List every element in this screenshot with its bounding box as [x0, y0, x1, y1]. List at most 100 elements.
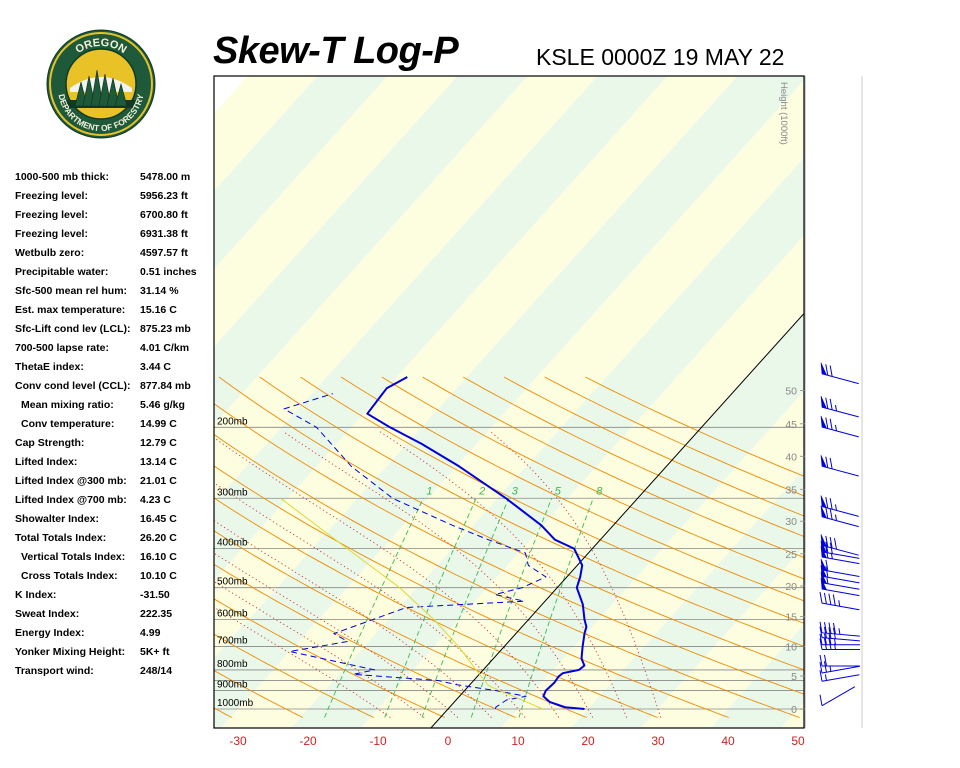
index-row: Vertical Totals Index: 16.10 C [15, 548, 215, 567]
mixing-ratio-label: 8 [596, 485, 603, 497]
index-value: 4.99 [140, 627, 161, 639]
index-label: Freezing level: [15, 209, 88, 221]
oregon-department-of-forestry-logo: OREGON DEPARTMENT OF FORESTRY [46, 29, 156, 139]
temperature-trace [366, 376, 588, 710]
moist-adiabat [379, 431, 628, 718]
temperature-tick-label: 40 [721, 734, 735, 748]
dry-adiabat [214, 563, 516, 718]
height-tick-label: 0 [791, 704, 797, 716]
index-value: 248/14 [140, 665, 173, 677]
index-row: Cross Totals Index: 10.10 C [15, 567, 215, 586]
index-row: Conv cond level (CCL): 877.84 mb [15, 377, 215, 396]
index-value: 16.10 C [140, 551, 177, 563]
index-label: Conv cond level (CCL): [15, 380, 131, 392]
wind-barb [819, 654, 861, 667]
index-label: Precipitable water: [15, 266, 109, 278]
dry-adiabat [218, 376, 804, 671]
wind-barb [820, 395, 859, 418]
moist-adiabat [214, 606, 391, 718]
height-tick-label: 25 [785, 549, 797, 561]
height-tick-label: 15 [785, 612, 797, 624]
index-value: 6931.38 ft [140, 228, 188, 240]
temperature-band [710, 624, 804, 728]
pressure-label: 300mb [217, 487, 248, 498]
sounding-indices-panel: 1000-500 mb thick: 5478.00 m Freezing leve… [15, 168, 215, 681]
wind-barb [819, 670, 860, 682]
dry-adiabat [300, 376, 804, 624]
temperature-tick-label: -10 [369, 734, 387, 748]
station-and-time: KSLE 0000Z 19 MAY 22 [536, 44, 785, 70]
height-tick-label: 20 [785, 581, 797, 593]
wind-barb [820, 505, 859, 528]
freezing-isotherm [430, 312, 804, 728]
index-label: Conv temperature: [21, 418, 115, 430]
index-label: Mean mixing ratio: [21, 399, 114, 411]
dry-adiabat [462, 376, 804, 537]
index-row: Wetbulb zero: 4597.57 ft [15, 244, 215, 263]
temperature-tick-label: -30 [229, 734, 247, 748]
index-row: Sfc-500 mean rel hum: 31.14 % [15, 282, 215, 301]
index-label: Lifted Index @700 mb: [15, 494, 127, 506]
wind-barb [820, 534, 859, 556]
index-row: Freezing level: 6700.80 ft [15, 206, 215, 225]
temperature-band [780, 702, 804, 728]
index-label: Transport wind: [15, 665, 94, 677]
temperature-band [851, 76, 960, 728]
dry-adiabat [340, 376, 804, 602]
sounding-traces [280, 376, 588, 710]
index-label: Total Totals Index: [15, 532, 107, 544]
wind-barb [820, 362, 859, 385]
index-row: Yonker Mixing Height: 5K+ ft [15, 643, 215, 662]
index-row: Lifted Index: 13.14 C [15, 453, 215, 472]
index-value: 222.35 [140, 608, 173, 620]
index-label: Sfc-Lift cond lev (LCL): [15, 323, 131, 335]
dewpoint-trace [283, 393, 547, 710]
wind-barb [819, 633, 861, 646]
height-axis-label: Height (1000ft) [778, 82, 789, 145]
index-row: ThetaE index: 3.44 C [15, 358, 215, 377]
temperature-bands [214, 76, 960, 728]
index-row: Freezing level: 5956.23 ft [15, 187, 215, 206]
temperature-tick-label: 30 [651, 734, 665, 748]
index-row: 1000-500 mb thick: 5478.00 m [15, 168, 215, 187]
dry-adiabat [381, 376, 804, 580]
logo-top-text: OREGON [73, 37, 128, 56]
index-value: 16.45 C [140, 513, 177, 525]
index-label: Yonker Mixing Height: [15, 646, 126, 658]
dry-adiabat [214, 530, 587, 718]
dry-adiabat [214, 433, 800, 718]
index-value: 15.16 C [140, 304, 177, 316]
index-value: 12.79 C [140, 437, 177, 449]
index-value: 4.23 C [140, 494, 171, 506]
wind-barbs [819, 362, 861, 707]
index-row: 700-500 lapse rate: 4.01 C/km [15, 339, 215, 358]
index-row: Lifted Index @700 mb: 4.23 C [15, 491, 215, 510]
moist-adiabat [283, 431, 594, 718]
temperature-band [360, 235, 804, 728]
index-value: 13.14 C [140, 456, 177, 468]
index-value: 14.99 C [140, 418, 177, 430]
index-value: 21.01 C [140, 475, 177, 487]
temperature-tick-label: 10 [511, 734, 525, 748]
temperature-tick-label: 0 [445, 734, 452, 748]
index-label: Vertical Totals Index: [21, 551, 126, 563]
height-tick-label: 45 [785, 419, 797, 431]
index-row: Conv temperature: 14.99 C [15, 415, 215, 434]
wind-barb [820, 577, 860, 597]
wind-barb [820, 415, 859, 438]
mixing-ratio-label: 3 [512, 485, 519, 497]
mixing-ratio-line [518, 498, 594, 718]
index-row: Lifted Index @300 mb: 21.01 C [15, 472, 215, 491]
index-value: 5478.00 m [140, 171, 191, 183]
wind-barb [819, 626, 860, 642]
temperature-tick-label: -20 [299, 734, 317, 748]
index-value: 4597.57 ft [140, 247, 188, 259]
temperature-tick-label: 20 [581, 734, 595, 748]
wind-barb [819, 592, 860, 611]
dry-adiabat [259, 376, 804, 647]
pressure-label: 700mb [217, 636, 248, 647]
index-row: Cap Strength: 12.79 C [15, 434, 215, 453]
height-tick-label: 30 [785, 516, 797, 528]
index-row: Est. max temperature: 15.16 C [15, 301, 215, 320]
index-value: -31.50 [140, 589, 170, 601]
